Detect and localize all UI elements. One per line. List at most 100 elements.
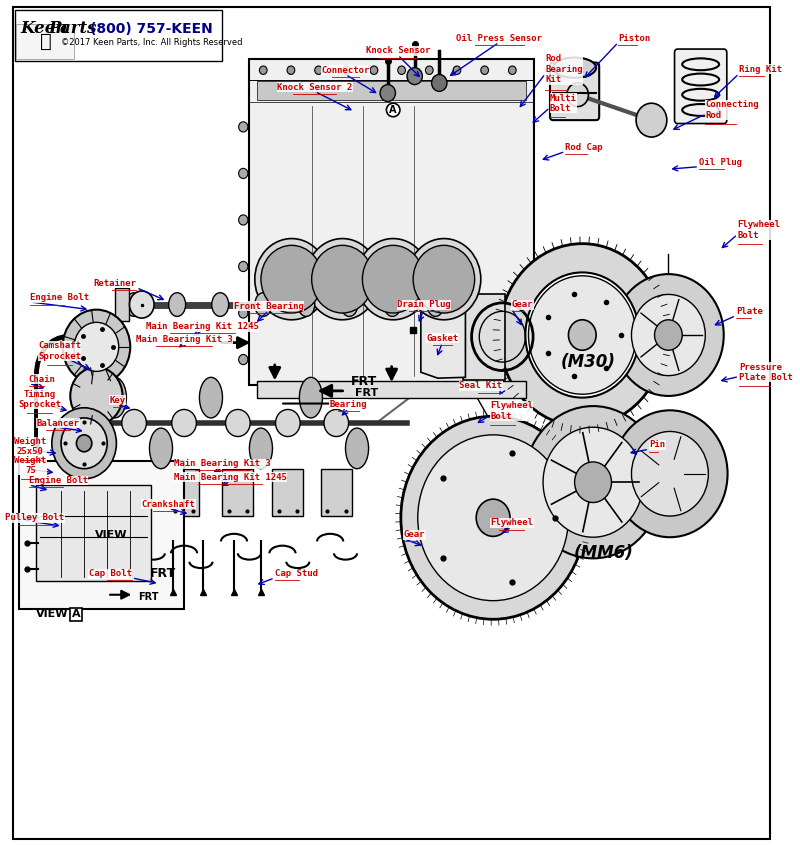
Ellipse shape [250, 428, 273, 469]
Circle shape [426, 66, 433, 74]
Circle shape [238, 122, 248, 132]
Circle shape [52, 408, 117, 479]
Circle shape [398, 66, 406, 74]
Text: Ring Kit: Ring Kit [739, 65, 782, 74]
Ellipse shape [341, 293, 358, 316]
Text: Flywheel: Flywheel [490, 519, 533, 527]
Text: FRT: FRT [354, 388, 378, 398]
Text: Gear: Gear [511, 300, 533, 309]
FancyBboxPatch shape [222, 469, 254, 516]
Ellipse shape [103, 377, 126, 418]
FancyBboxPatch shape [250, 59, 534, 385]
Text: Knock Sensor: Knock Sensor [366, 47, 430, 55]
Circle shape [543, 427, 643, 537]
Circle shape [226, 409, 250, 437]
Text: Chain: Chain [29, 375, 56, 383]
Text: Front Bearing: Front Bearing [234, 302, 303, 310]
Circle shape [287, 66, 294, 74]
Circle shape [418, 435, 569, 601]
Circle shape [130, 291, 154, 318]
Text: (800) 757-KEEN: (800) 757-KEEN [90, 22, 213, 36]
Circle shape [238, 308, 248, 318]
Text: Main Bearing Kit 3: Main Bearing Kit 3 [174, 459, 271, 468]
Circle shape [413, 245, 474, 313]
Text: Pin: Pin [649, 441, 666, 449]
Polygon shape [421, 294, 466, 378]
Text: Keen: Keen [20, 20, 68, 37]
Text: Bearing: Bearing [330, 400, 367, 409]
Text: Gasket: Gasket [426, 334, 458, 343]
Text: VIEW: VIEW [35, 609, 68, 619]
Circle shape [526, 272, 639, 398]
Circle shape [238, 354, 248, 365]
Text: Main Bearing Kit 1245: Main Bearing Kit 1245 [174, 473, 286, 481]
Text: FRT: FRT [351, 375, 377, 388]
Circle shape [70, 367, 122, 425]
Text: Weight
25x50: Weight 25x50 [14, 437, 46, 456]
Text: ©2017 Keen Parts, Inc. All Rights Reserved: ©2017 Keen Parts, Inc. All Rights Reserv… [61, 38, 242, 47]
Circle shape [481, 66, 489, 74]
Text: Engine Bolt: Engine Bolt [30, 294, 90, 302]
Circle shape [77, 435, 92, 452]
Circle shape [74, 322, 118, 371]
FancyBboxPatch shape [257, 381, 526, 398]
Circle shape [312, 245, 373, 313]
Text: A: A [72, 609, 81, 619]
Text: FRT: FRT [138, 592, 158, 602]
Text: Timing
Sprocket: Timing Sprocket [18, 390, 61, 409]
Circle shape [259, 66, 267, 74]
Text: Flywheel
Bolt: Flywheel Bolt [738, 221, 781, 239]
Circle shape [380, 85, 395, 102]
Ellipse shape [126, 293, 142, 316]
Circle shape [370, 66, 378, 74]
FancyBboxPatch shape [18, 461, 184, 609]
Text: Main Bearing Kit 1245: Main Bearing Kit 1245 [146, 322, 259, 331]
Text: A: A [390, 105, 397, 115]
Text: Main Bearing Kit 3: Main Bearing Kit 3 [136, 335, 233, 343]
Text: Connecting
Rod: Connecting Rod [706, 101, 759, 119]
FancyBboxPatch shape [37, 485, 151, 581]
Circle shape [631, 431, 708, 516]
Circle shape [362, 245, 424, 313]
Circle shape [636, 103, 667, 137]
Circle shape [476, 499, 510, 536]
Text: Cap Bolt: Cap Bolt [89, 569, 132, 578]
Ellipse shape [553, 58, 596, 78]
Ellipse shape [169, 293, 186, 316]
Text: Seal Kit: Seal Kit [459, 382, 502, 390]
Text: VIEW: VIEW [94, 530, 127, 540]
Ellipse shape [199, 377, 222, 418]
Circle shape [509, 66, 516, 74]
FancyBboxPatch shape [169, 469, 199, 516]
Text: Plate: Plate [736, 307, 763, 316]
FancyBboxPatch shape [674, 49, 727, 124]
Text: Cap Stud: Cap Stud [274, 569, 318, 578]
Circle shape [122, 409, 146, 437]
Circle shape [324, 409, 349, 437]
Text: Pulley Bolt: Pulley Bolt [6, 514, 65, 522]
Text: Flywheel
Bolt: Flywheel Bolt [490, 402, 533, 420]
Circle shape [172, 409, 196, 437]
Text: Oil Plug: Oil Plug [699, 158, 742, 167]
Text: Knock Sensor 2: Knock Sensor 2 [277, 83, 352, 91]
Circle shape [569, 320, 596, 350]
FancyBboxPatch shape [463, 294, 505, 380]
Text: Oil Press Sensor: Oil Press Sensor [456, 34, 542, 42]
Text: (MM6): (MM6) [574, 544, 634, 563]
Text: Piston: Piston [618, 34, 650, 42]
Text: Engine Bolt: Engine Bolt [29, 476, 88, 485]
Circle shape [612, 410, 727, 537]
Circle shape [314, 66, 322, 74]
FancyBboxPatch shape [17, 24, 74, 59]
Ellipse shape [427, 293, 444, 316]
Circle shape [432, 74, 447, 91]
FancyBboxPatch shape [273, 469, 303, 516]
Text: 🚗: 🚗 [40, 32, 51, 51]
Text: Balancer: Balancer [37, 419, 79, 427]
Ellipse shape [254, 293, 272, 316]
Text: Multi
Bolt: Multi Bolt [550, 94, 577, 113]
FancyBboxPatch shape [118, 469, 150, 516]
Circle shape [407, 68, 422, 85]
Circle shape [254, 239, 329, 320]
Circle shape [567, 83, 589, 107]
